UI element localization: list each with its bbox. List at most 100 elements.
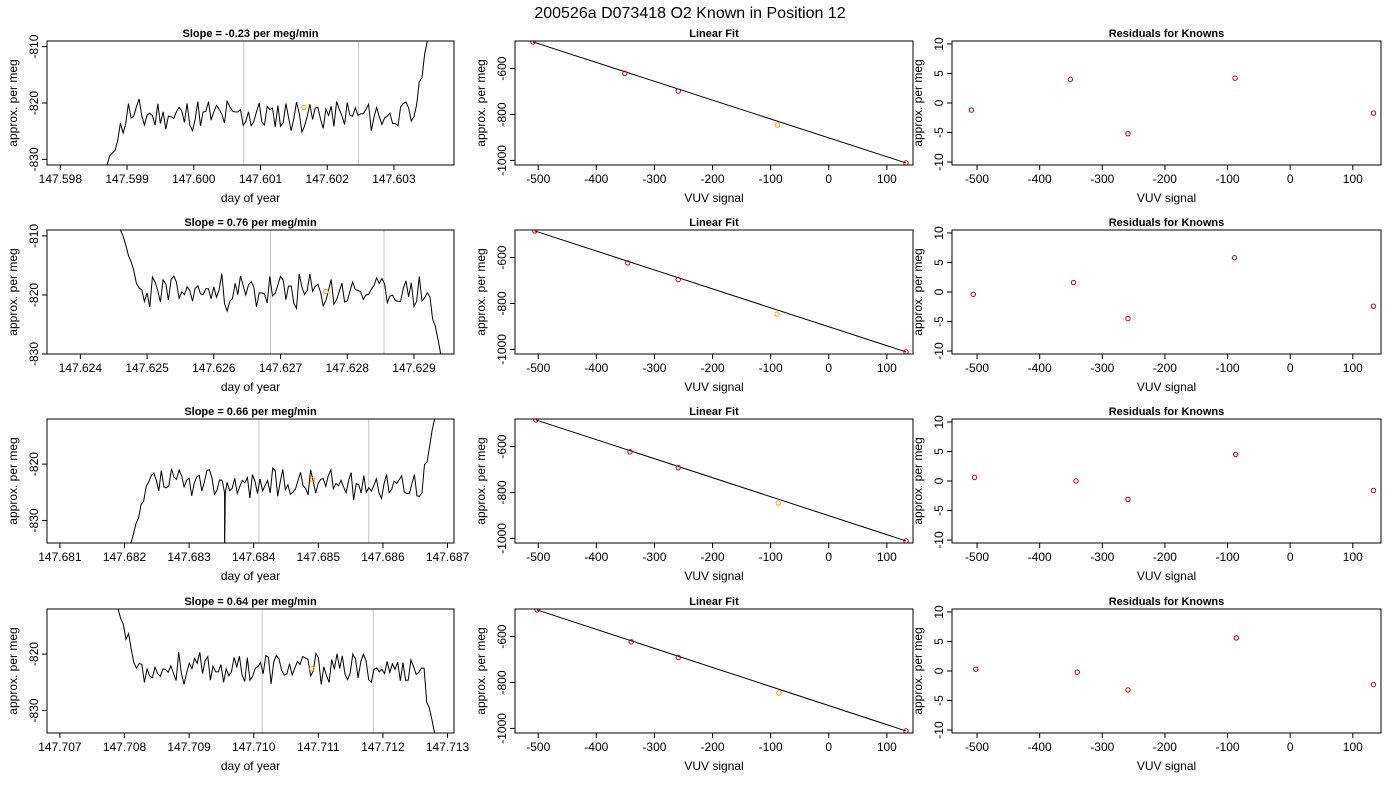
x-tick-label: 147.624 [59, 361, 103, 375]
x-tick-label: 0 [825, 740, 832, 754]
fit-point [776, 690, 782, 696]
x-tick-label: -400 [1028, 550, 1052, 564]
fit-point [675, 464, 681, 471]
residual-point [1370, 487, 1377, 494]
y-tick-label: -810 [27, 224, 41, 248]
x-tick-label: 100 [1343, 740, 1363, 754]
x-tick-label: -400 [584, 550, 608, 564]
plot-frame [514, 229, 914, 355]
residual-point [1233, 451, 1239, 458]
plot-frame [46, 608, 455, 734]
chart-panel-4-timeseries: Slope = 0.64 per meg/min 147.707 147.708 14… [6, 596, 470, 773]
x-tick-label: 147.708 [103, 740, 147, 754]
y-axis-label: approx. per meg [6, 627, 20, 714]
y-tick-label: -5 [932, 127, 946, 138]
fit-point [534, 609, 540, 613]
y-axis-label: approx. per meg [911, 248, 925, 335]
fit-point [530, 41, 536, 45]
chart-panel-1-residuals: Residuals for Knowns-500 -400 -300 -200 -100… [911, 28, 1382, 205]
residual-point [1067, 76, 1074, 83]
x-tick-label: 147.683 [167, 550, 211, 564]
x-axis-label: VUV signal [684, 191, 743, 205]
y-tick-label: -600 [495, 624, 509, 648]
y-tick-label: -5 [932, 695, 946, 706]
residual-point [1070, 279, 1077, 286]
x-tick-label: -500 [965, 172, 989, 186]
x-tick-label: 147.628 [326, 361, 370, 375]
chart-title: Linear Fit [689, 28, 739, 40]
residual-point [1233, 635, 1240, 641]
y-tick-label: -820 [27, 283, 41, 307]
x-tick-label: 0 [1287, 172, 1294, 186]
y-tick-label: 10 [932, 37, 946, 51]
residual-point [1074, 669, 1080, 675]
y-tick-label: -10 [932, 342, 946, 360]
x-tick-label: -400 [1028, 172, 1052, 186]
x-tick-label: 147.711 [297, 740, 340, 754]
residual-point [1231, 255, 1238, 261]
y-tick-label: 10 [932, 226, 946, 240]
plot-area [530, 41, 909, 165]
known-mean-marker [309, 666, 315, 672]
fit-point [622, 70, 628, 77]
chart-title: Linear Fit [689, 217, 739, 229]
plot-frame [46, 229, 455, 355]
x-tick-label: -300 [1090, 740, 1114, 754]
x-tick-label: 147.603 [372, 172, 416, 186]
plot-area [130, 419, 436, 543]
x-tick-label: -200 [701, 172, 725, 186]
x-tick-label: -200 [701, 361, 725, 375]
x-tick-label: -500 [526, 550, 550, 564]
residual-point [1232, 75, 1238, 81]
residual-point [1125, 687, 1131, 693]
x-tick-label: 147.599 [105, 172, 149, 186]
chart-title: Residuals for Knowns [1109, 406, 1225, 418]
signal-trace [119, 230, 442, 354]
chart-title: Residuals for Knowns [1109, 217, 1225, 229]
residual-point [1073, 478, 1079, 484]
x-tick-label: 100 [1343, 361, 1363, 375]
x-tick-label: 0 [1287, 740, 1294, 754]
plot-area [968, 75, 1377, 137]
fit-line [534, 230, 907, 353]
plot-frame [514, 418, 914, 544]
x-tick-label: 147.685 [297, 550, 341, 564]
chart-panel-4-residuals: Residuals for Knowns-500 -400 -300 -200 -100… [911, 596, 1382, 773]
residual-point [970, 291, 976, 298]
x-tick-label: -400 [584, 361, 608, 375]
x-tick-label: 100 [877, 740, 897, 754]
x-tick-label: 147.626 [192, 361, 236, 375]
figure-title: 200526a D073418 O2 Known in Position 12 [534, 5, 845, 22]
fit-point [903, 728, 909, 733]
fit-point [675, 88, 681, 94]
x-tick-label: -400 [584, 740, 608, 754]
y-axis-label: approx. per meg [6, 248, 20, 335]
plot-area [117, 609, 436, 733]
plot-area [971, 451, 1377, 503]
x-axis-label: VUV signal [1137, 569, 1196, 583]
y-tick-label: 5 [932, 638, 946, 645]
x-tick-label: 100 [877, 361, 897, 375]
residual-point [968, 107, 975, 113]
x-axis-label: VUV signal [1137, 380, 1196, 394]
y-axis-label: approx. per meg [474, 59, 488, 146]
residual-point [1370, 681, 1377, 688]
x-tick-label: -200 [1153, 361, 1177, 375]
y-tick-label: 10 [932, 415, 946, 429]
x-tick-label: 147.600 [172, 172, 216, 186]
fit-point [532, 230, 538, 234]
y-tick-label: 5 [932, 259, 946, 266]
x-axis-label: VUV signal [684, 759, 743, 773]
fit-point [675, 654, 681, 661]
y-tick-label: -830 [27, 342, 41, 366]
fit-point [903, 538, 909, 543]
y-tick-label: -810 [27, 34, 41, 58]
x-axis-label: day of year [221, 759, 280, 773]
x-axis-label: VUV signal [1137, 759, 1196, 773]
x-axis-label: day of year [221, 380, 280, 394]
x-tick-label: -200 [1153, 172, 1177, 186]
x-tick-label: -300 [642, 550, 666, 564]
x-tick-label: -300 [1090, 550, 1114, 564]
plot-frame [514, 40, 914, 166]
